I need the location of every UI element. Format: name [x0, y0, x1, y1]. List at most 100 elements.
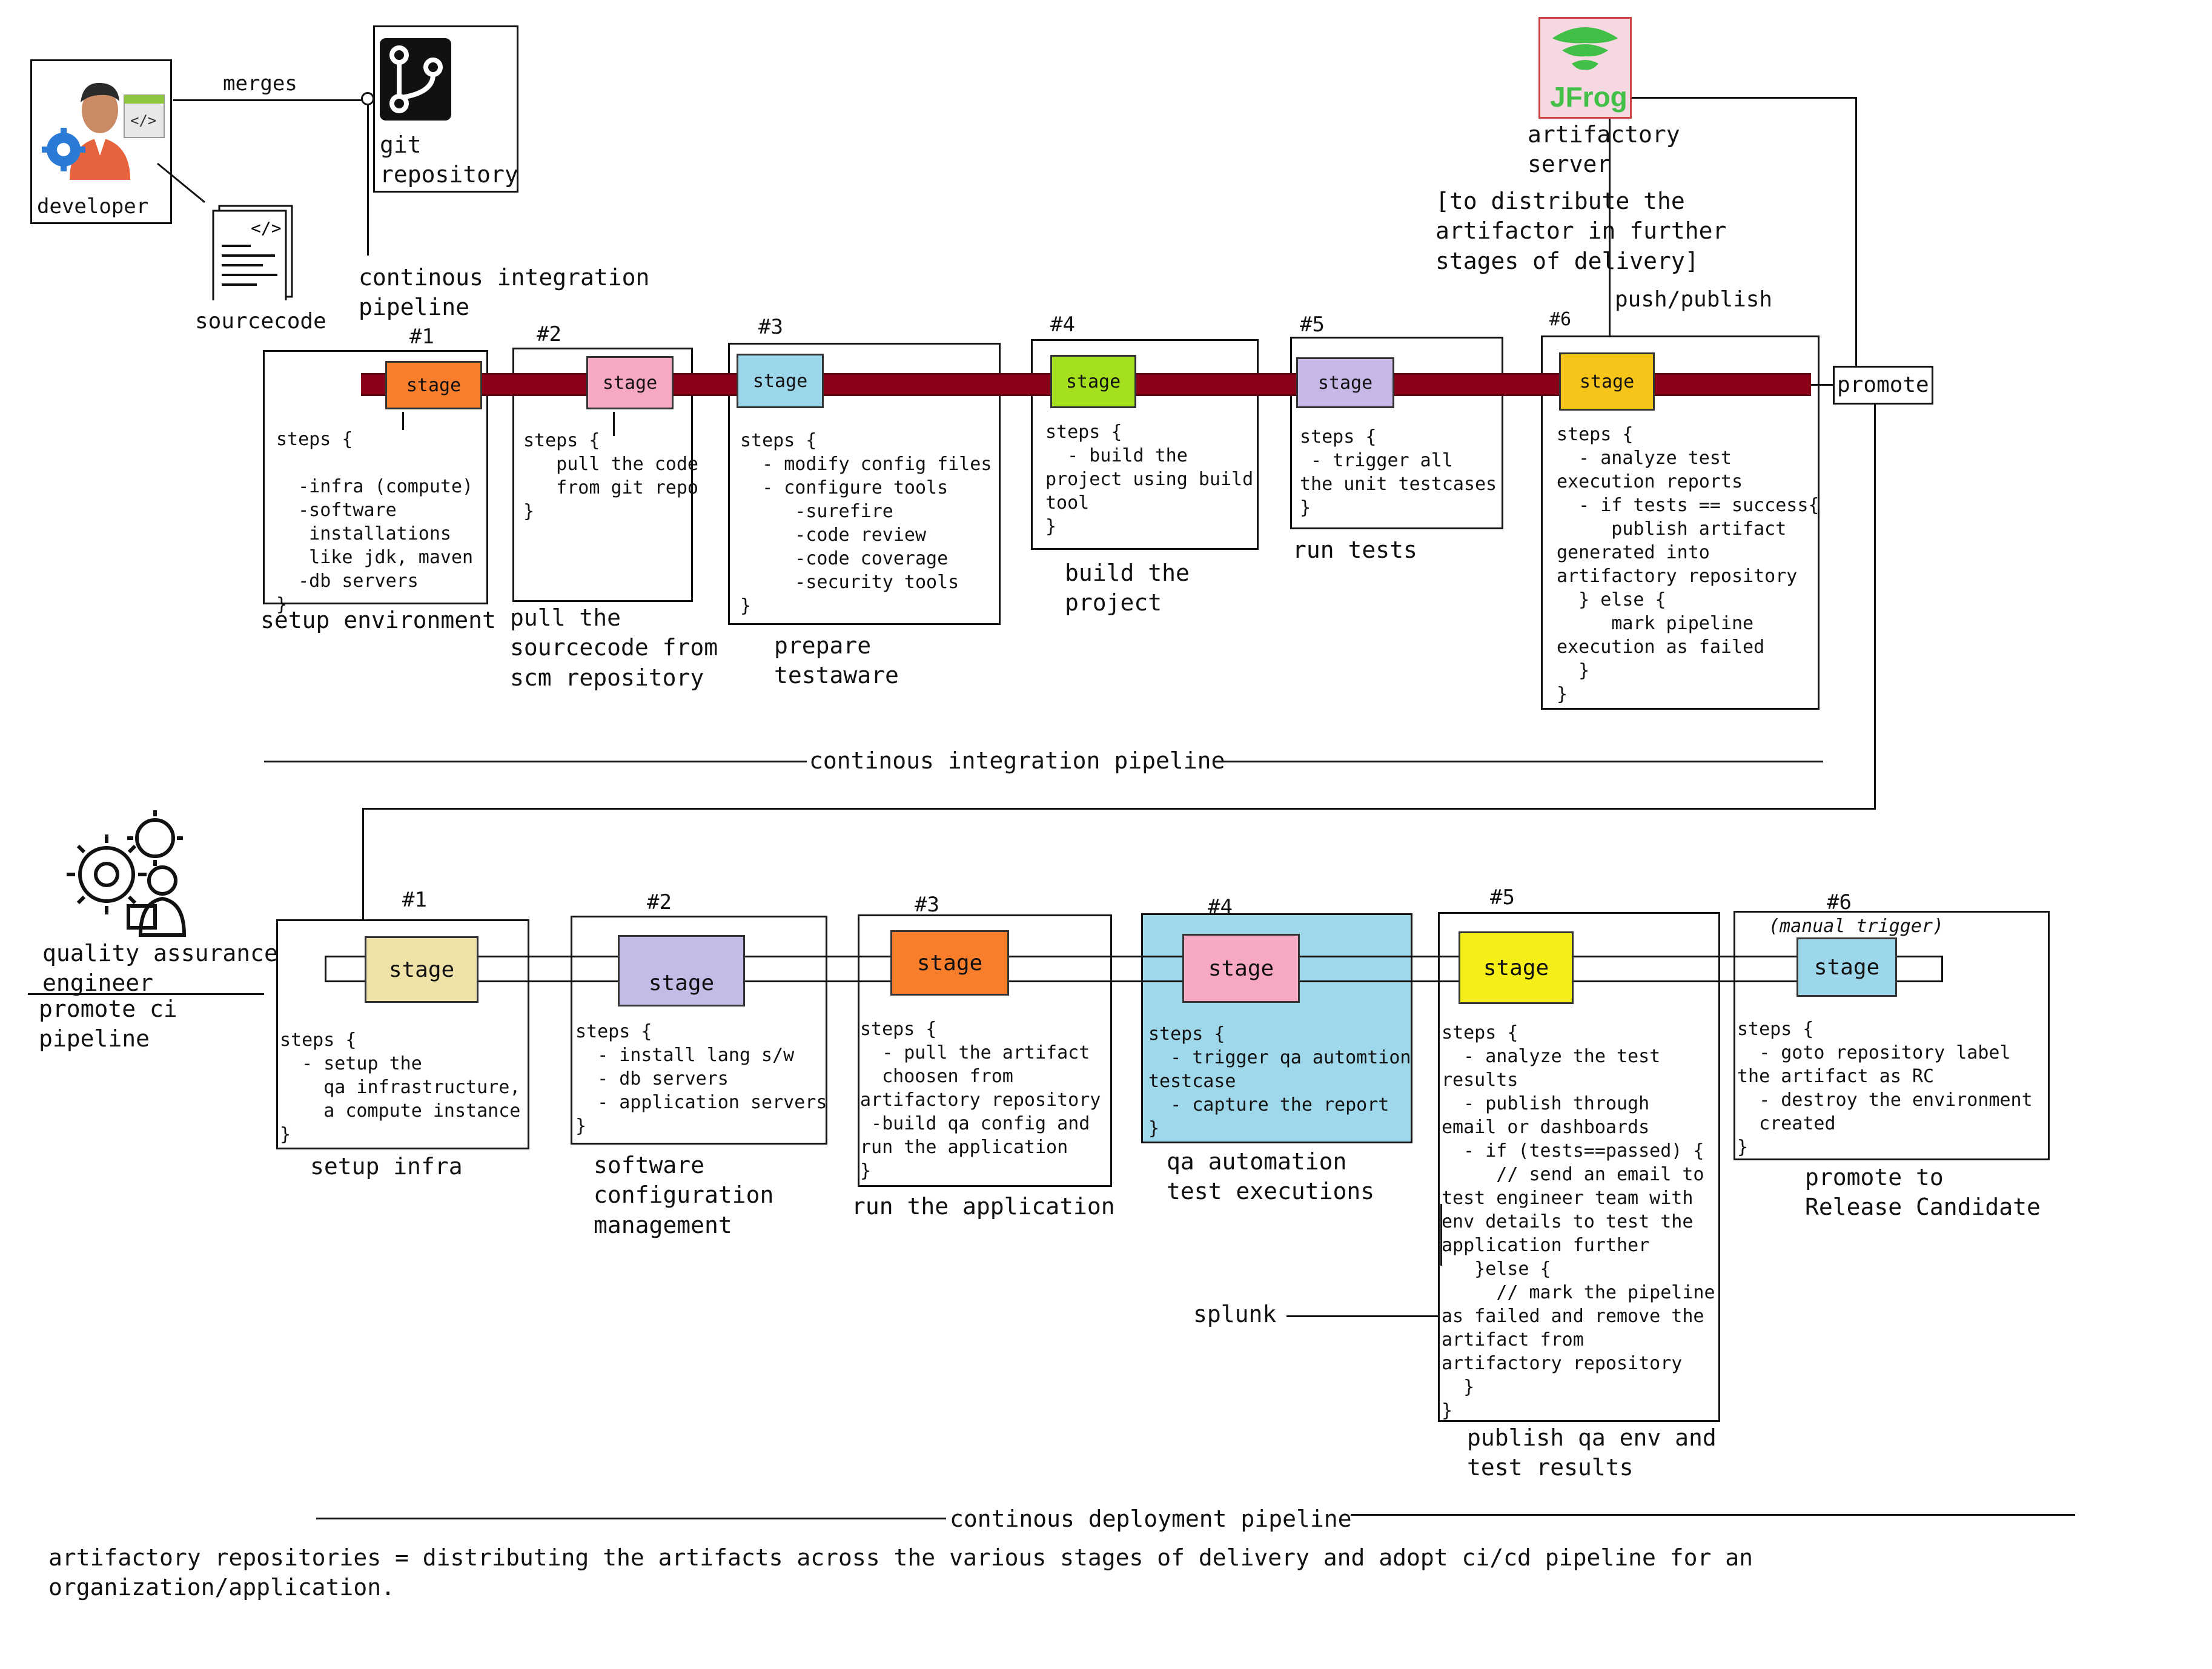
splunk-label: splunk	[1193, 1301, 1277, 1327]
ci-stage-5-steps: steps { - trigger all the unit testcases…	[1300, 426, 1497, 518]
ci-stage-1-steps: steps { -infra (compute) -software insta…	[276, 429, 474, 615]
ci-stage-2-tick	[613, 412, 615, 436]
jfrog-logo-text: JFrog	[1550, 81, 1628, 113]
cd-stage-2-chip-label: stage	[648, 970, 715, 996]
git-branch-icon	[380, 38, 451, 121]
cd-stage-2-chip[interactable]: stage	[618, 935, 745, 1006]
ci-stage-1-chip-label: stage	[406, 374, 462, 396]
artifactory-note: [to distribute the artifactor in further…	[1435, 188, 1727, 274]
ci-stage-2-chip-label: stage	[602, 372, 658, 394]
ci-stage-6-number: #6	[1549, 309, 1572, 330]
ci-stage-4-chip-label: stage	[1065, 371, 1121, 392]
cd-stage-2-number: #2	[647, 890, 672, 914]
merge-node	[361, 92, 374, 105]
ci-stage-4-steps: steps { - build the project using build …	[1045, 421, 1254, 537]
merges-connector	[173, 99, 367, 101]
cd-stage-5-number: #5	[1490, 885, 1515, 910]
cd-pipeline-bar	[325, 956, 1943, 982]
cd-stage-2-steps: steps { - install lang s/w - db servers …	[575, 1021, 827, 1137]
ci-stage-2-chip[interactable]: stage	[586, 356, 674, 409]
cd-stage-1-chip-label: stage	[388, 957, 455, 982]
ci-stage-6-chip-label: stage	[1579, 371, 1635, 392]
ci-stage-5-number: #5	[1300, 312, 1325, 337]
qa-divider	[28, 993, 264, 995]
cd-stage-6-chip[interactable]: stage	[1796, 937, 1897, 997]
cd-stage-1-caption: setup infra	[310, 1153, 463, 1180]
cd-stage-6-caption: promote to Release Candidate	[1805, 1164, 2041, 1221]
ci-stage-5-box	[1290, 337, 1503, 529]
artifactory-server-label: artifactory server	[1528, 121, 1680, 178]
cd-stage-2-caption: software configuration management	[594, 1152, 774, 1238]
sourcecode-icon: </>	[212, 205, 293, 300]
cd-stage-3-caption: run the application	[852, 1193, 1115, 1220]
promote-cd-connector-v	[362, 808, 364, 959]
developer-icon: </>	[42, 82, 165, 180]
cd-footer-label: continous deployment pipeline	[950, 1505, 1352, 1532]
ci-stage-4-chip[interactable]: stage	[1050, 355, 1136, 408]
cd-stage-1-steps: steps { - setup the qa infrastructure, a…	[280, 1029, 521, 1145]
cd-stage-6-steps: steps { - goto repository label the arti…	[1737, 1019, 2033, 1158]
svg-text:</>: </>	[130, 112, 156, 129]
ci-stage-3-chip[interactable]: stage	[737, 354, 824, 408]
ci-stage-5-caption: run tests	[1293, 537, 1417, 563]
cd-stage-4-steps: steps { - trigger qa automtion testcase …	[1148, 1023, 1411, 1139]
cd-stage-6-number: #6	[1827, 890, 1852, 914]
ci-stage-3-number: #3	[758, 315, 783, 339]
developer-label: developer	[37, 194, 149, 219]
cd-footer-line-right	[1351, 1514, 2075, 1516]
ci-pipeline-label: continous integration pipeline	[359, 264, 650, 321]
cd-stage-3-number: #3	[915, 893, 939, 917]
ci-stage-6-steps: steps { - analyze test execution reports…	[1557, 424, 1820, 705]
developer-sourcecode-connector	[157, 162, 205, 203]
cd-stage-3-chip[interactable]: stage	[890, 930, 1009, 996]
cd-stage-4-number: #4	[1208, 895, 1233, 919]
svg-text:</>: </>	[251, 218, 282, 238]
cd-stage-1-number: #1	[402, 888, 427, 912]
ci-stage-2-caption: pull the sourcecode from scm repository	[510, 604, 718, 691]
promote-down-connector	[1874, 405, 1876, 809]
cd-stage-5-caption: publish qa env and test results	[1467, 1424, 1717, 1481]
cd-stage-4-caption: qa automation test executions	[1167, 1148, 1375, 1205]
ci-stage-3-steps: steps { - modify config files - configur…	[740, 430, 992, 616]
pipe-promote-connector	[1811, 384, 1833, 386]
promote-button[interactable]: promote	[1833, 366, 1933, 405]
cd-stage-1-chip[interactable]: stage	[365, 936, 478, 1003]
ci-footer-line-right	[1214, 761, 1823, 762]
ci-stage-2-steps: steps { pull the code from git repo }	[523, 430, 698, 522]
ci-footer-line-left	[264, 761, 807, 762]
git-pipeline-connector	[367, 105, 369, 256]
jfrog-promote-connector-h	[1632, 97, 1857, 99]
cd-stage-4-chip-label: stage	[1208, 956, 1274, 981]
jfrog-frog-icon	[1552, 27, 1618, 70]
ci-stage-3-caption: prepare testaware	[774, 632, 899, 689]
ci-stage-2-number: #2	[537, 322, 561, 346]
ci-stage-4-caption: build the project	[1065, 560, 1190, 616]
manual-trigger-label: (manual trigger)	[1769, 916, 1944, 937]
promote-ci-label: promote ci pipeline	[39, 996, 177, 1053]
promote-label: promote	[1837, 372, 1929, 397]
splunk-bracket	[1440, 1204, 1442, 1266]
splunk-connector	[1286, 1315, 1439, 1317]
footnote: artifactory repositories = distributing …	[48, 1544, 1753, 1601]
ci-stage-3-chip-label: stage	[752, 370, 808, 392]
cd-stage-3-steps: steps { - pull the artifact choosen from…	[860, 1019, 1101, 1182]
ci-footer-label: continous integration pipeline	[809, 747, 1225, 774]
cd-footer-line-left	[316, 1518, 946, 1519]
cd-stage-5-chip[interactable]: stage	[1459, 931, 1574, 1004]
ci-stage-1-caption: setup environment	[260, 607, 496, 633]
ci-stage-1-chip[interactable]: stage	[385, 361, 482, 409]
git-repository-box: git repository	[373, 25, 518, 193]
developer-box: </> developer	[30, 59, 172, 224]
merges-label: merges	[223, 71, 297, 96]
ci-stage-5-chip[interactable]: stage	[1296, 357, 1394, 408]
git-repository-label: git repository	[380, 131, 518, 188]
cd-stage-5-steps: steps { - analyze the test results - pub…	[1442, 1022, 1715, 1421]
ci-stage-6-chip[interactable]: stage	[1559, 352, 1655, 411]
qa-engineer-label: quality assurance engineer	[42, 940, 278, 997]
cd-stage-4-chip[interactable]: stage	[1182, 934, 1300, 1003]
cd-stage-3-chip-label: stage	[916, 950, 983, 976]
push-publish-label: push/publish	[1615, 287, 1773, 312]
cd-stage-6-chip-label: stage	[1813, 954, 1880, 980]
push-publish-connector	[1609, 119, 1611, 351]
